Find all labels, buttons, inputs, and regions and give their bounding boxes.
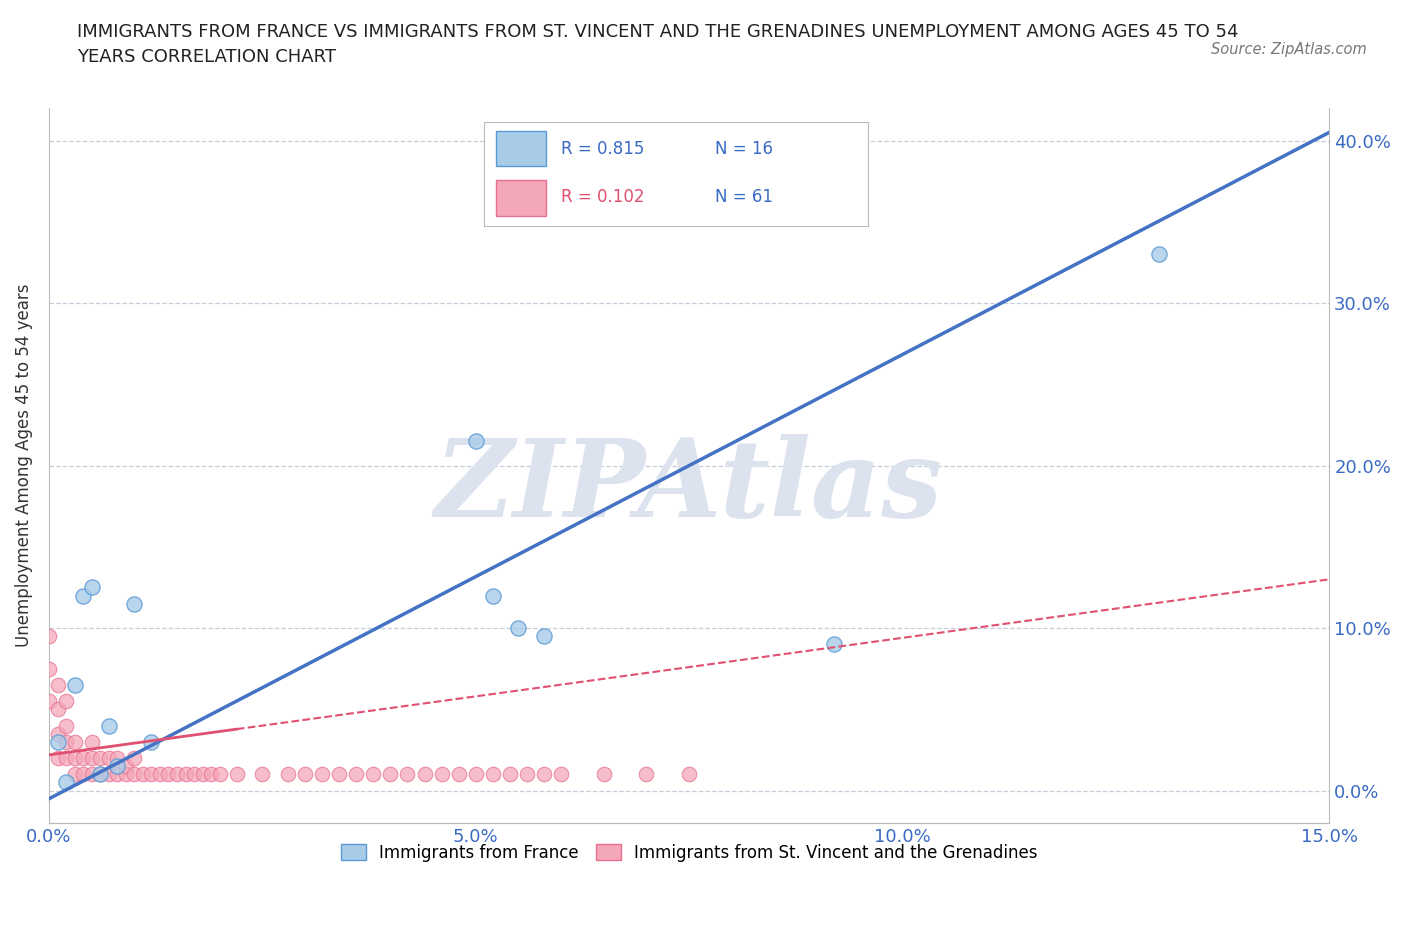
Point	[63, 678, 86, 693]
Point	[55, 775, 77, 790]
Point	[823, 637, 845, 652]
Point	[89, 751, 111, 765]
Point	[225, 767, 247, 782]
Point	[97, 767, 120, 782]
Point	[46, 702, 69, 717]
Point	[80, 735, 103, 750]
Text: Source: ZipAtlas.com: Source: ZipAtlas.com	[1211, 42, 1367, 57]
Point	[46, 726, 69, 741]
Point	[89, 767, 111, 782]
Point	[141, 735, 163, 750]
Point	[72, 751, 94, 765]
Point	[508, 620, 530, 635]
Point	[277, 767, 299, 782]
Point	[482, 767, 505, 782]
Point	[105, 759, 128, 774]
Point	[533, 767, 555, 782]
Point	[105, 767, 128, 782]
Point	[294, 767, 316, 782]
Point	[72, 588, 94, 603]
Point	[55, 735, 77, 750]
Point	[38, 629, 60, 644]
Point	[550, 767, 572, 782]
Y-axis label: Unemployment Among Ages 45 to 54 years: Unemployment Among Ages 45 to 54 years	[15, 284, 32, 647]
Point	[124, 767, 146, 782]
Point	[482, 588, 505, 603]
Point	[157, 767, 180, 782]
Point	[114, 767, 136, 782]
Point	[55, 718, 77, 733]
Point	[311, 767, 333, 782]
Point	[396, 767, 419, 782]
Point	[413, 767, 436, 782]
Point	[89, 767, 111, 782]
Point	[114, 759, 136, 774]
Point	[124, 751, 146, 765]
Point	[636, 767, 658, 782]
Point	[464, 433, 486, 448]
Point	[72, 767, 94, 782]
Point	[124, 596, 146, 611]
Point	[97, 751, 120, 765]
Text: ZIPAtlas: ZIPAtlas	[434, 434, 943, 540]
Point	[252, 767, 274, 782]
Point	[678, 767, 700, 782]
Point	[132, 767, 155, 782]
Point	[592, 767, 614, 782]
Point	[208, 767, 231, 782]
Point	[516, 767, 538, 782]
Point	[38, 661, 60, 676]
Point	[97, 718, 120, 733]
Point	[80, 751, 103, 765]
Point	[80, 767, 103, 782]
Legend: Immigrants from France, Immigrants from St. Vincent and the Grenadines: Immigrants from France, Immigrants from …	[335, 837, 1045, 869]
Point	[166, 767, 188, 782]
Point	[80, 580, 103, 595]
Point	[105, 751, 128, 765]
Point	[464, 767, 486, 782]
Point	[183, 767, 205, 782]
Point	[149, 767, 172, 782]
Point	[63, 767, 86, 782]
Point	[46, 735, 69, 750]
Point	[46, 678, 69, 693]
Point	[363, 767, 385, 782]
Point	[191, 767, 214, 782]
Point	[200, 767, 222, 782]
Point	[38, 694, 60, 709]
Point	[447, 767, 470, 782]
Point	[1147, 246, 1170, 261]
Point	[430, 767, 453, 782]
Point	[380, 767, 402, 782]
Point	[328, 767, 350, 782]
Point	[174, 767, 197, 782]
Point	[55, 751, 77, 765]
Text: IMMIGRANTS FROM FRANCE VS IMMIGRANTS FROM ST. VINCENT AND THE GRENADINES UNEMPLO: IMMIGRANTS FROM FRANCE VS IMMIGRANTS FRO…	[77, 23, 1239, 66]
Point	[63, 735, 86, 750]
Point	[63, 751, 86, 765]
Point	[344, 767, 367, 782]
Point	[55, 694, 77, 709]
Point	[533, 629, 555, 644]
Point	[499, 767, 522, 782]
Point	[141, 767, 163, 782]
Point	[46, 751, 69, 765]
